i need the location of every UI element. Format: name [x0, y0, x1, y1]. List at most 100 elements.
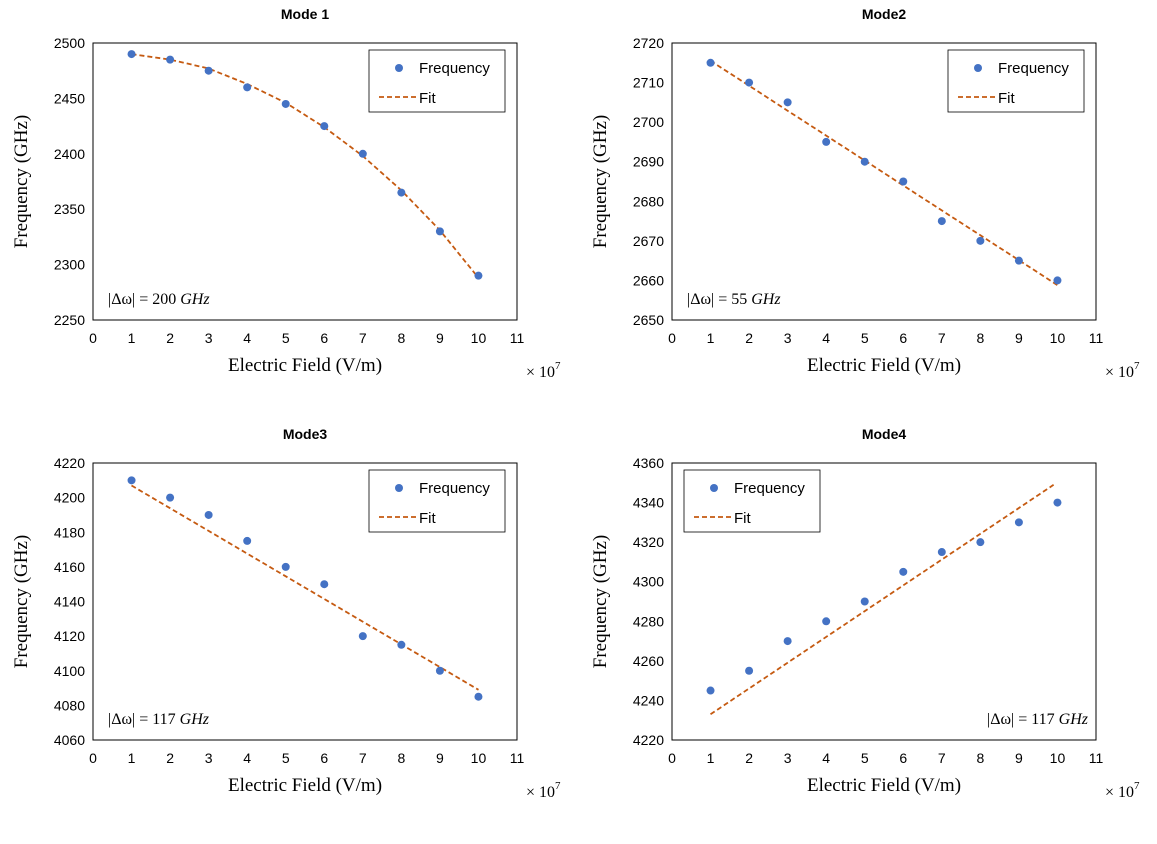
fit-line	[710, 60, 1058, 286]
y-tick-label: 2350	[54, 201, 85, 217]
chart-panel-mode3: Mode3 0 1 2 3 4 5 6 7 8 9 10 11 4060 4080 4100 4120 4140 4…	[0, 420, 578, 839]
data-point	[899, 567, 908, 576]
x-tick-label: 0	[668, 330, 676, 346]
data-point	[243, 83, 252, 92]
y-tick-label: 4220	[633, 732, 664, 748]
y-tick-label: 4340	[633, 495, 664, 511]
x-tick-label: 1	[707, 750, 715, 766]
x-tick-label: 1	[128, 330, 136, 346]
y-tick-label: 4140	[54, 594, 85, 610]
chart-mode3: Mode3 0 1 2 3 4 5 6 7 8 9 10 11 4060 4080 4100 4120 4140 4…	[11, 426, 561, 801]
legend-box	[368, 469, 506, 533]
data-point	[243, 536, 252, 545]
delta-omega-unit: GHz	[1055, 711, 1089, 728]
legend: Frequency Fit	[368, 469, 506, 533]
y-tick-label: 4120	[54, 628, 85, 644]
delta-omega-unit: GHz	[176, 291, 210, 308]
fit-line	[131, 53, 480, 279]
data-point	[822, 617, 831, 626]
x-tick-label: 4	[822, 750, 830, 766]
x-tick-label: 4	[243, 330, 251, 346]
chart-mode4: Mode4 0 1 2 3 4 5 6 7 8 9 10 11 4220 4240 4260 4280 4300 4…	[590, 426, 1140, 801]
x-tick-label: 3	[205, 330, 213, 346]
y-tick-label: 4160	[54, 559, 85, 575]
data-point	[937, 548, 946, 557]
delta-omega-prefix: |Δω| =	[987, 711, 1031, 728]
y-tick-label: 4080	[54, 697, 85, 713]
x-tick-label: 9	[436, 750, 444, 766]
x-tick-label: 0	[668, 750, 676, 766]
y-tick-label: 2680	[633, 193, 664, 209]
y-axis-label: Frequency (GHz)	[590, 535, 611, 668]
delta-omega-value: 200	[152, 291, 176, 308]
fit-line	[131, 484, 479, 691]
x-tick-label: 4	[822, 330, 830, 346]
data-point	[358, 149, 367, 158]
data-point	[860, 597, 869, 606]
data-point	[976, 236, 985, 245]
x-multiplier-base: × 10	[526, 364, 555, 381]
x-multiplier-exponent: 7	[1134, 780, 1140, 792]
y-tick-label: 4180	[54, 524, 85, 540]
legend-frequency-marker	[710, 484, 718, 492]
x-tick-label: 7	[938, 330, 946, 346]
y-tick-label: 2720	[633, 35, 664, 51]
x-tick-label: 11	[1089, 330, 1104, 346]
data-point	[320, 122, 329, 131]
y-tick-label: 2450	[54, 90, 85, 106]
x-tick-label: 9	[436, 330, 444, 346]
x-tick-label: 8	[397, 330, 405, 346]
y-tick-label: 4360	[633, 455, 664, 471]
legend: Frequency Fit	[368, 49, 506, 113]
delta-omega-prefix: |Δω| =	[687, 291, 731, 308]
legend-fit-label: Fit	[419, 90, 436, 107]
data-point	[281, 562, 290, 571]
y-tick-label: 2650	[633, 312, 664, 328]
x-tick-label: 10	[1050, 330, 1066, 346]
x-tick-label: 8	[976, 330, 984, 346]
legend-fit-label: Fit	[734, 510, 751, 527]
y-tick-label: 4220	[54, 455, 85, 471]
data-point	[937, 217, 946, 226]
legend: Frequency Fit	[683, 469, 821, 533]
y-tick-label: 4200	[54, 490, 85, 506]
x-axis-label: Electric Field (V/m)	[807, 775, 961, 796]
delta-omega-annotation: |Δω| = 117 GHz	[108, 711, 210, 728]
x-axis-label: Electric Field (V/m)	[807, 355, 961, 376]
x-tick-label: 5	[282, 330, 290, 346]
chart-title: Mode4	[862, 426, 907, 442]
x-tick-label: 10	[471, 750, 487, 766]
x-tick-label: 11	[510, 330, 525, 346]
x-tick-label: 2	[166, 330, 174, 346]
data-point	[899, 177, 908, 186]
x-tick-label: 10	[471, 330, 487, 346]
data-point	[745, 666, 754, 675]
x-tick-label: 9	[1015, 330, 1023, 346]
x-tick-label: 3	[205, 750, 213, 766]
delta-omega-unit: GHz	[176, 711, 210, 728]
x-multiplier-exponent: 7	[1134, 360, 1140, 372]
y-tick-label: 2710	[633, 75, 664, 91]
data-point	[397, 640, 406, 649]
data-point	[1014, 518, 1023, 527]
x-tick-label: 6	[899, 330, 907, 346]
chart-mode1: Mode 1 0 1 2 3 4 5 6 7 8 9 10 11 2250 2300 2350 2400 2450…	[11, 6, 561, 381]
x-multiplier-base: × 10	[1105, 784, 1134, 801]
legend-frequency-label: Frequency	[419, 480, 490, 497]
chart-title: Mode3	[283, 426, 328, 442]
legend-box	[683, 469, 821, 533]
y-axis-label: Frequency (GHz)	[11, 115, 32, 248]
y-tick-label: 4320	[633, 534, 664, 550]
legend-frequency-marker	[974, 64, 982, 72]
x-tick-label: 9	[1015, 750, 1023, 766]
data-point	[320, 580, 329, 589]
data-point	[166, 55, 175, 64]
delta-omega-annotation: |Δω| = 55 GHz	[687, 291, 781, 308]
data-point	[860, 157, 869, 166]
x-tick-label: 1	[707, 330, 715, 346]
legend-frequency-label: Frequency	[419, 60, 490, 77]
chart-title: Mode 1	[281, 6, 329, 22]
delta-omega-unit: GHz	[747, 291, 781, 308]
x-tick-label: 2	[166, 750, 174, 766]
data-point	[822, 137, 831, 146]
